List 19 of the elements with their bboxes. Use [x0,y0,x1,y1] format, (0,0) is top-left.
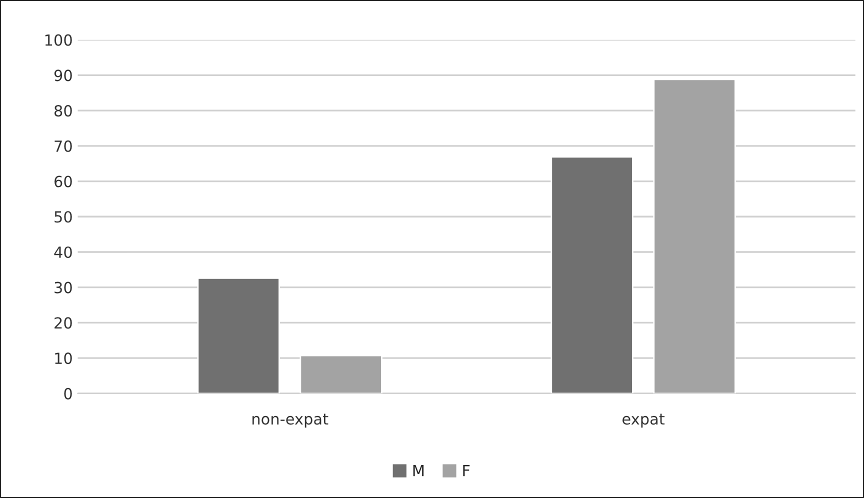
bar [197,277,280,394]
y-tick-label: 90 [54,70,72,82]
bar [300,354,382,394]
x-tick-label: expat [622,414,665,428]
y-tick-label: 50 [54,211,72,223]
y-tick-label: 0 [64,388,72,400]
legend-label: F [463,464,470,476]
y-tick-label: 20 [54,317,72,329]
bar [653,78,736,394]
y-tick-label: 60 [54,176,72,188]
y-tick-label: 70 [54,140,72,152]
y-tick-label: 40 [54,246,72,258]
y-tick-label: 100 [45,34,72,46]
x-tick-label: non-expat [252,414,328,428]
y-tick-label: 30 [54,282,72,294]
legend-label: M [413,464,424,476]
bar [550,156,634,394]
y-tick-label: 80 [54,105,72,117]
y-tick-label: 10 [55,352,72,364]
